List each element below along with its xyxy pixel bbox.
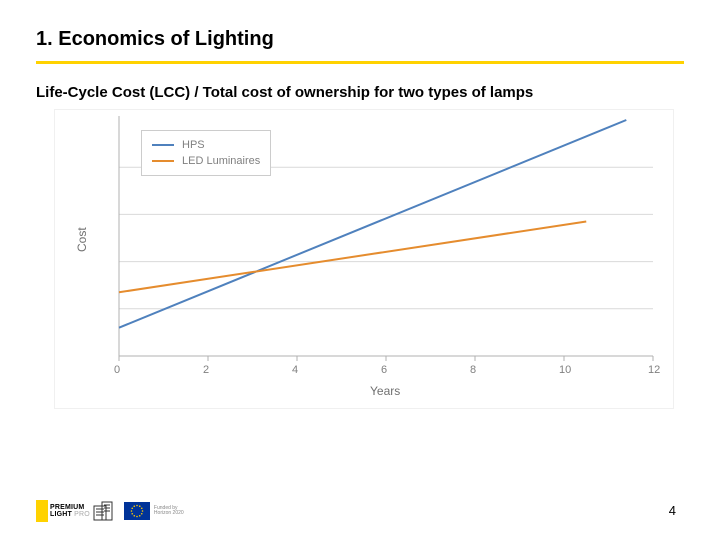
x-tick-label: 2 [203,364,209,376]
x-tick-label: 0 [114,364,120,376]
footer: PREMIUM LIGHT PRO Funded by Horizon 2020 [36,500,184,522]
legend-item: HPS [152,137,260,153]
logo-line2: LIGHT PRO [50,511,90,518]
x-tick-label: 6 [381,364,387,376]
legend-swatch [152,144,174,146]
eu-badge: Funded by Horizon 2020 [124,502,184,520]
logo-line1: PREMIUM [50,504,90,511]
chart-subtitle: Life-Cycle Cost (LCC) / Total cost of ow… [36,84,684,101]
page-number: 4 [669,503,676,518]
chart-legend: HPS LED Luminaires [141,130,271,176]
eu-text: Funded by Horizon 2020 [154,506,184,517]
x-tick-label: 10 [559,364,571,376]
y-axis-label: Cost [75,227,89,252]
x-tick-label: 8 [470,364,476,376]
premium-light-logo: PREMIUM LIGHT PRO [36,500,114,522]
legend-item: LED Luminaires [152,153,260,169]
bar-icon [36,500,48,522]
legend-swatch [152,160,174,162]
x-tick-label: 4 [292,364,298,376]
eu-flag-icon [124,502,150,520]
divider [36,61,684,64]
x-tick-label: 12 [648,364,660,376]
legend-label: LED Luminaires [182,155,260,167]
page-title: 1. Economics of Lighting [36,28,684,51]
lcc-chart: HPS LED Luminaires Cost Years 0 2 4 6 8 10 12 [54,109,674,409]
building-icon [92,500,114,522]
legend-label: HPS [182,139,205,151]
x-axis-label: Years [370,384,400,398]
